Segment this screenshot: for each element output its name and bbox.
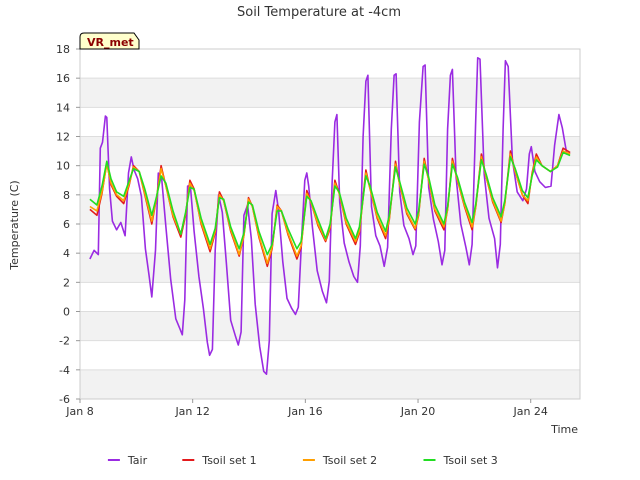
- y-tick-label: 12: [56, 131, 70, 144]
- series-line-tsoil-set-3: [89, 151, 571, 256]
- x-tick-label: Jan 16: [287, 405, 322, 418]
- x-axis-label: Time: [550, 423, 578, 436]
- site-badge-label: VR_met: [87, 36, 134, 49]
- site-badge: VR_met: [79, 32, 140, 50]
- plot-background-bands: [80, 78, 580, 399]
- background-band: [80, 136, 580, 166]
- x-tick-label: Jan 8: [65, 405, 93, 418]
- chart-title: Soil Temperature at -4cm: [237, 5, 401, 20]
- x-tick-label: Jan 12: [174, 405, 209, 418]
- y-axis-ticks: -6 -4 -2 0 2 4 6 8 10 12 14 16 18: [56, 43, 80, 406]
- legend-item: Tsoil set 3: [423, 454, 498, 467]
- legend-item: Tair: [107, 454, 148, 467]
- x-axis-ticks: Jan 8 Jan 12 Jan 16 Jan 20 Jan 24: [65, 399, 548, 418]
- y-axis-label: Temperature (C): [8, 180, 21, 270]
- series-line-tair: [89, 57, 571, 375]
- y-tick-label: -6: [59, 393, 70, 406]
- legend-label: Tsoil set 3: [443, 454, 498, 467]
- x-tick-label: Jan 24: [512, 405, 547, 418]
- legend-item: Tsoil set 2: [302, 454, 377, 467]
- y-tick-label: 0: [63, 306, 70, 319]
- legend-label: Tsoil set 1: [201, 454, 256, 467]
- background-band: [80, 369, 580, 399]
- legend-label: Tair: [127, 454, 148, 467]
- site-badge-box: [79, 32, 140, 50]
- background-band: [80, 311, 580, 341]
- y-tick-label: 18: [56, 43, 70, 56]
- y-tick-label: 14: [56, 101, 70, 114]
- y-tick-label: 2: [63, 276, 70, 289]
- legend: Tair Tsoil set 1 Tsoil set 2 Tsoil set 3: [107, 454, 498, 467]
- series-lines: [89, 57, 571, 375]
- legend-label: Tsoil set 2: [322, 454, 377, 467]
- y-tick-label: -2: [59, 335, 70, 348]
- y-tick-label: 8: [63, 189, 70, 202]
- x-tick-label: Jan 20: [400, 405, 435, 418]
- y-tick-label: -4: [59, 364, 70, 377]
- y-tick-label: 10: [56, 160, 70, 173]
- legend-item: Tsoil set 1: [182, 454, 257, 467]
- background-band: [80, 78, 580, 108]
- y-tick-label: 16: [56, 72, 70, 85]
- y-tick-label: 6: [63, 218, 70, 231]
- y-tick-label: 4: [63, 247, 70, 260]
